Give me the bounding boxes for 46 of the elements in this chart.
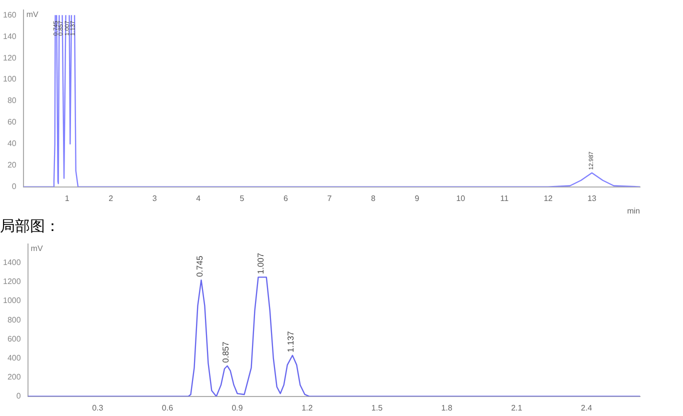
y-tick-label: 100 xyxy=(2,74,17,84)
x-tick-label: 12 xyxy=(544,194,554,203)
x-axis-title: min xyxy=(627,206,640,216)
y-tick-label: 200 xyxy=(7,372,22,382)
y-tick-label: 0 xyxy=(12,182,17,192)
x-tick-label: 2 xyxy=(108,194,114,203)
x-tick-label: 7 xyxy=(327,194,332,203)
x-tick-label: 8 xyxy=(370,194,376,203)
y-tick-label: 20 xyxy=(7,160,17,170)
x-tick-label: 2.1 xyxy=(511,403,523,412)
x-tick-label: 0.3 xyxy=(92,403,104,412)
annotation: 1.007 xyxy=(255,252,266,274)
y-axis-title: mV xyxy=(30,244,44,254)
x-tick-label: 4 xyxy=(196,194,202,203)
x-tick-label: 11 xyxy=(500,194,510,203)
x-tick-label: 13 xyxy=(587,194,597,203)
y-axis-title: mV xyxy=(26,10,40,20)
annotation: 1.137 xyxy=(286,330,296,352)
y-tick-label: 80 xyxy=(7,96,17,106)
y-tick-label: 1000 xyxy=(3,296,22,306)
x-tick-label: 3 xyxy=(152,194,158,203)
annotation: 0.745 xyxy=(194,256,204,278)
y-tick-label: 160 xyxy=(2,10,17,20)
x-tick-label: 6 xyxy=(284,194,289,203)
chart-title: 局部图： xyxy=(0,216,61,236)
y-tick-label: 60 xyxy=(7,118,17,127)
x-tick-label: 1.8 xyxy=(441,403,453,412)
x-tick-label: 2.4 xyxy=(580,403,593,412)
x-tick-label: 0.9 xyxy=(232,403,244,412)
y-tick-label: 40 xyxy=(7,139,17,148)
y-tick-label: 800 xyxy=(7,315,22,324)
x-tick-label: 1 xyxy=(64,194,70,203)
x-tick-label: 5 xyxy=(240,194,245,203)
x-tick-label: 9 xyxy=(414,194,420,203)
y-tick-label: 0 xyxy=(16,392,22,401)
y-tick-label: 1400 xyxy=(3,258,22,268)
x-tick-label: 10 xyxy=(456,194,466,203)
y-tick-label: 400 xyxy=(7,353,22,362)
x-tick-label: 1.5 xyxy=(371,403,384,412)
y-tick-label: 600 xyxy=(7,334,22,344)
y-tick-label: 140 xyxy=(2,32,17,41)
annotation: 0.857 xyxy=(220,341,230,363)
y-tick-label: 120 xyxy=(2,53,17,62)
y-tick-label: 1200 xyxy=(3,277,22,286)
x-tick-label: 1.2 xyxy=(302,403,314,412)
x-tick-label: 0.6 xyxy=(162,403,174,412)
